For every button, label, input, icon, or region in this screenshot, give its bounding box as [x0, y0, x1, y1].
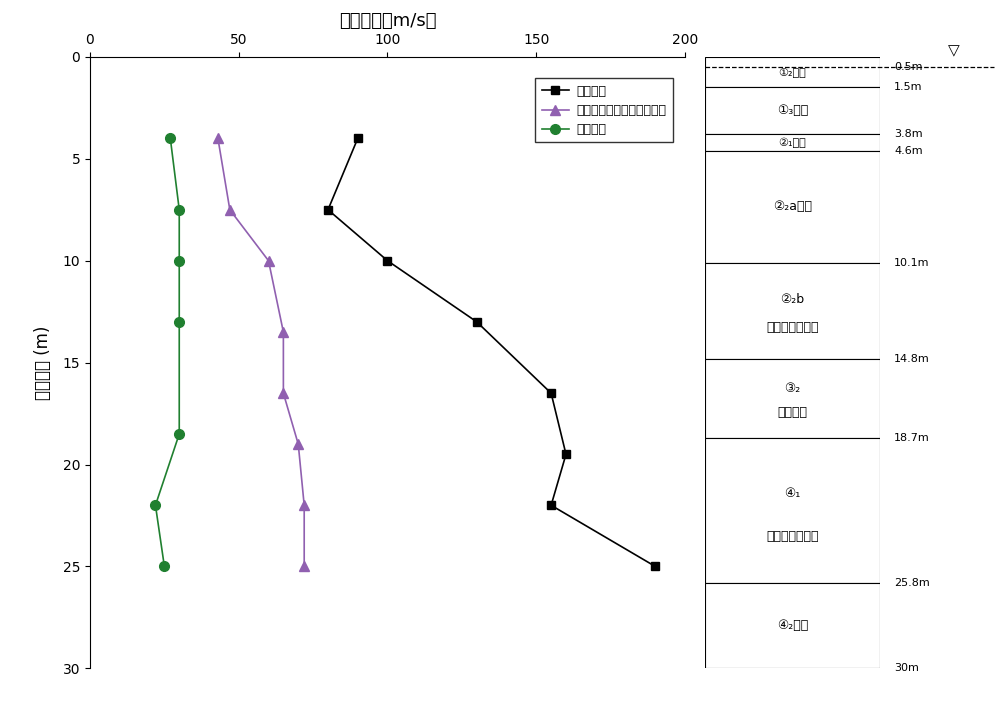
Text: 18.7m: 18.7m	[894, 433, 930, 443]
Bar	[705, 87, 880, 134]
Text: 粉质黏土: 粉质黏土	[778, 406, 808, 419]
Text: 25.8m: 25.8m	[894, 578, 930, 588]
Text: ④₁: ④₁	[784, 486, 801, 500]
X-axis label: 剪切波速（m/s）: 剪切波速（m/s）	[339, 12, 436, 30]
Bar	[705, 134, 880, 151]
Text: 0.5m: 0.5m	[894, 62, 922, 72]
Text: ③₂: ③₂	[784, 383, 801, 395]
Text: 3.8m: 3.8m	[894, 129, 923, 139]
Text: 4.6m: 4.6m	[894, 146, 923, 156]
Text: 30m: 30m	[894, 663, 919, 673]
Bar	[705, 263, 880, 358]
Text: ①₃淤泥: ①₃淤泥	[777, 105, 808, 117]
Text: ②₂b: ②₂b	[780, 293, 805, 306]
Text: 淤泥质粉质黏土: 淤泥质粉质黏土	[766, 530, 819, 543]
Y-axis label: 土样深度 (m): 土样深度 (m)	[34, 326, 52, 400]
Text: 14.8m: 14.8m	[894, 353, 930, 363]
Bar	[705, 358, 880, 438]
Bar	[705, 57, 880, 87]
Bar	[705, 438, 880, 583]
Text: ④₂黏土: ④₂黏土	[777, 619, 808, 632]
Bar	[705, 151, 880, 263]
Text: ②₂a淤泥: ②₂a淤泥	[773, 201, 812, 213]
Legend: 原位波速, 取样扰动后无应力状态波速, 重塑波速: 原位波速, 取样扰动后无应力状态波速, 重塑波速	[535, 78, 673, 142]
Bar	[705, 583, 880, 668]
Text: 1.5m: 1.5m	[894, 82, 922, 92]
Text: 10.1m: 10.1m	[894, 258, 929, 268]
Text: 淤泥质粉质黏土: 淤泥质粉质黏土	[766, 321, 819, 334]
Text: ②₁黏土: ②₁黏土	[779, 137, 806, 148]
Text: ①₂黏土: ①₂黏土	[779, 67, 806, 77]
Text: ▽: ▽	[948, 43, 959, 58]
